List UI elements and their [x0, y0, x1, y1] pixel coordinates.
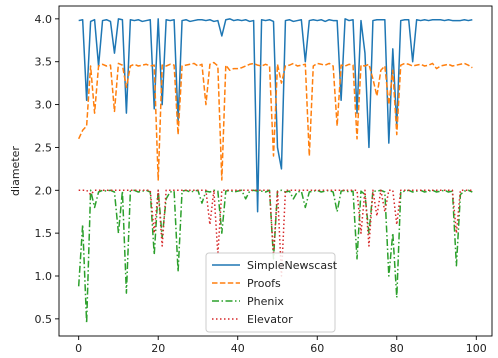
x-tick-label: 0	[75, 342, 82, 355]
x-tick-label: 60	[310, 342, 324, 355]
legend-label-proofs: Proofs	[247, 277, 281, 290]
y-tick-label: 4.0	[35, 13, 53, 26]
y-axis: 0.5 1.0 1.5 2.0 2.5 3.0 3.5 4.0	[35, 13, 59, 326]
x-axis: 0 20 40 60 80 100	[75, 336, 487, 355]
plot-frame	[58, 5, 493, 337]
y-tick-label: 3.0	[35, 99, 53, 112]
legend-label-phenix: Phenix	[247, 295, 284, 308]
legend-label-simplenewscast: SimpleNewscast	[247, 259, 338, 272]
x-tick-label: 20	[151, 342, 165, 355]
y-tick-label: 2.0	[35, 184, 53, 197]
y-tick-label: 0.5	[35, 313, 53, 326]
x-tick-label: 80	[390, 342, 404, 355]
series-line-proofs	[77, 61, 473, 181]
x-tick-label: 100	[466, 342, 487, 355]
series-layer	[77, 18, 473, 324]
y-tick-label: 3.5	[35, 56, 53, 69]
legend-label-elevator: Elevator	[247, 313, 293, 326]
x-tick-label: 40	[231, 342, 245, 355]
y-tick-label: 2.5	[35, 141, 53, 154]
series-line-elevator	[78, 189, 473, 277]
legend: SimpleNewscast Proofs Phenix Elevator	[205, 252, 338, 333]
legend-box	[205, 252, 336, 333]
series-line-simplenewscast	[78, 18, 473, 213]
y-tick-label: 1.0	[35, 270, 53, 283]
y-tick-label: 1.5	[35, 227, 53, 240]
y-axis-label: diameter	[9, 146, 22, 196]
